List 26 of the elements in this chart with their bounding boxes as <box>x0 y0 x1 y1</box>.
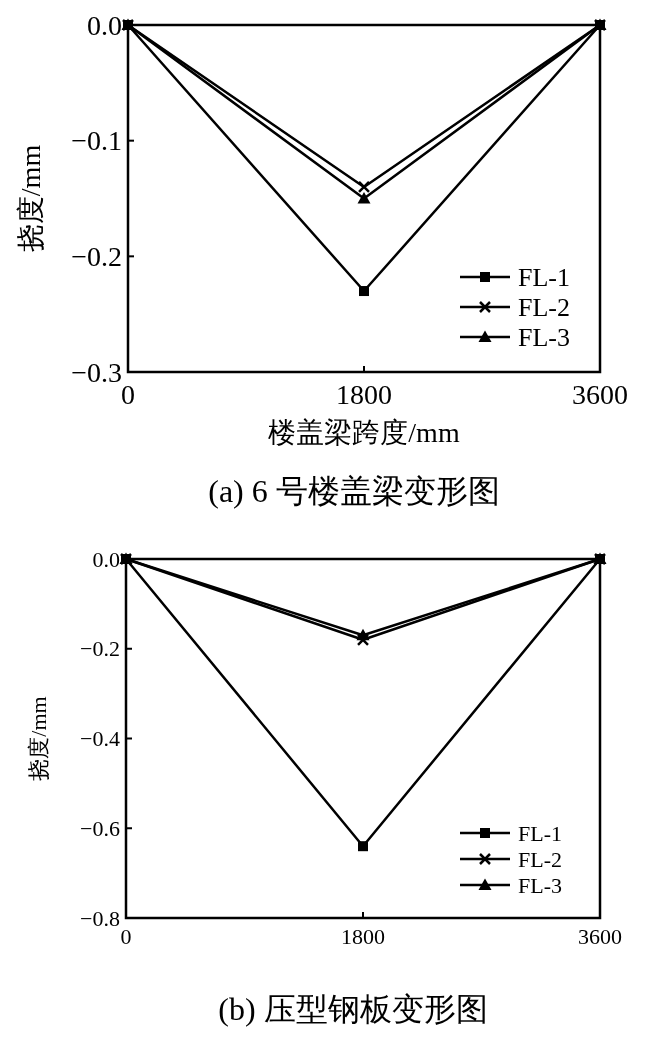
y-tick-label: −0.8 <box>80 905 120 931</box>
y-axis-title: 挠度/mm <box>15 144 46 253</box>
y-tick-label: −0.4 <box>80 726 120 752</box>
y-axis-title: 挠度/mm <box>26 696 51 781</box>
y-tick-label: 0.0 <box>92 546 120 572</box>
text: (b) 压型钢板变形图 <box>218 991 488 1027</box>
y-tick-label: −0.3 <box>71 356 122 388</box>
x-tick-label: 0 <box>121 379 135 410</box>
legend-label: FL-2 <box>518 846 562 872</box>
x-tick-label: 3600 <box>572 379 628 410</box>
y-tick-label: −0.6 <box>80 815 120 841</box>
y-tick-label: −0.2 <box>80 636 120 662</box>
x-tick-label: 1800 <box>341 924 385 949</box>
y-tick-label: −0.1 <box>71 125 122 157</box>
x-tick-label: 3600 <box>578 924 622 949</box>
y-tick-label: −0.2 <box>71 241 122 273</box>
legend-label: FL-2 <box>518 293 570 323</box>
legend-label: FL-3 <box>518 872 562 898</box>
legend-label: FL-1 <box>518 263 570 293</box>
x-tick-label: 1800 <box>336 379 392 410</box>
legend-label: FL-3 <box>518 323 570 353</box>
text: (a) 6 号楼盖梁变形图 <box>208 473 500 509</box>
x-tick-label: 0 <box>120 924 132 949</box>
legend-label: FL-1 <box>518 820 562 846</box>
x-axis-title: 楼盖梁跨度/mm <box>268 417 460 448</box>
y-tick-label: 0.0 <box>87 9 122 41</box>
